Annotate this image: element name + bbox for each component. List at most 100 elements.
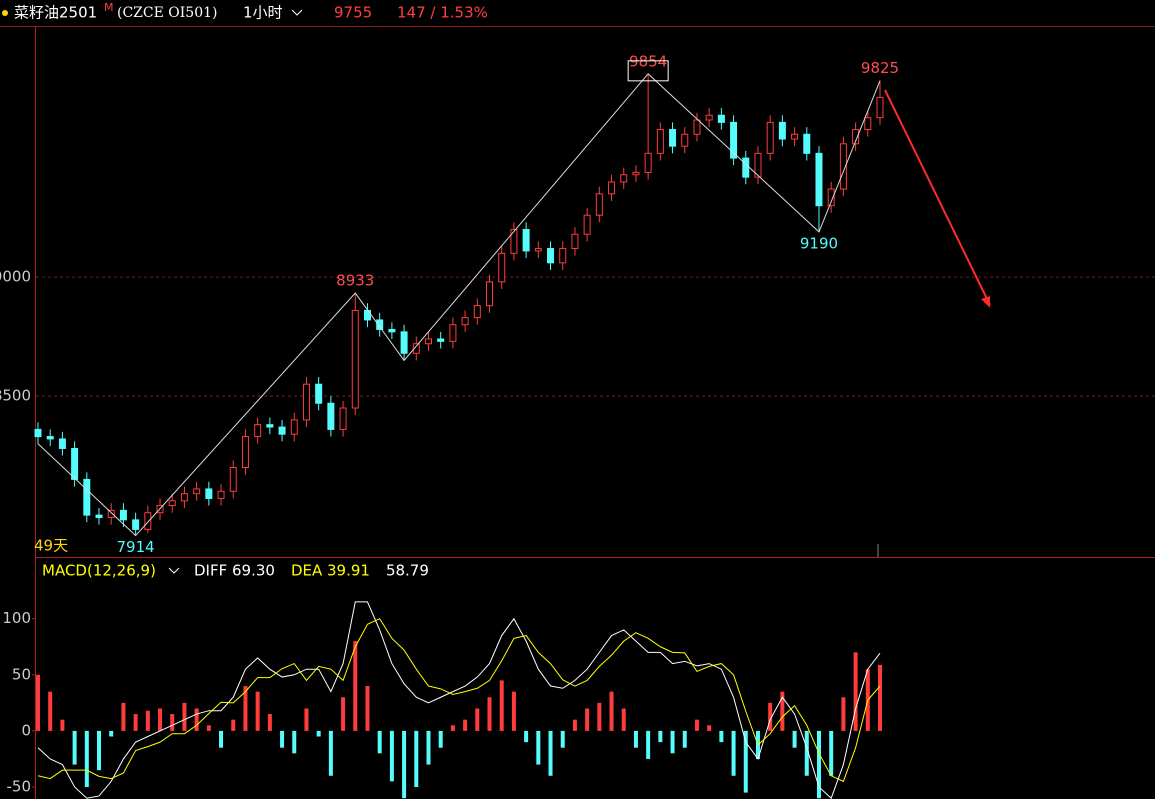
macd-bar <box>304 708 309 731</box>
symbol-name: 菜籽油2501 <box>14 4 97 22</box>
macd-bar <box>328 730 333 776</box>
candle-body <box>644 152 652 173</box>
y-tick-label: 8500 <box>0 387 31 405</box>
macd-bar <box>707 725 712 731</box>
candle-body <box>717 114 725 123</box>
symbol-code: (CZCE OI501) <box>117 5 217 21</box>
macd-bar <box>438 730 443 748</box>
candle-body <box>522 228 530 252</box>
candle-body <box>486 281 494 307</box>
candle-body <box>754 152 762 178</box>
candle-body <box>266 424 274 428</box>
macd-bar <box>780 691 785 731</box>
macd-bar <box>414 730 419 787</box>
status-dot <box>2 10 8 16</box>
macd-bar <box>182 702 187 731</box>
y-tick-label: 50 <box>12 665 31 683</box>
candle-body <box>876 96 884 119</box>
candle-body <box>400 331 408 354</box>
candle-body <box>339 407 347 430</box>
macd-bar <box>145 710 150 731</box>
indicator-readout: 58.79 <box>386 562 429 580</box>
pivot-box <box>627 60 669 82</box>
macd-bar <box>133 714 138 731</box>
macd-bar <box>768 702 773 731</box>
candle-body <box>351 309 359 409</box>
candle-body <box>620 174 628 183</box>
macd-bar <box>206 725 211 731</box>
candle-body <box>583 214 591 235</box>
candle-body <box>327 402 335 430</box>
macd-bar <box>804 730 809 776</box>
macd-bar <box>194 708 199 731</box>
candle-body <box>119 509 127 521</box>
candle-body <box>241 436 249 469</box>
candle-body <box>144 512 152 530</box>
symbol-mark: M <box>104 1 114 14</box>
candle-body <box>608 181 616 195</box>
macd-bar <box>511 691 516 731</box>
macd-bar <box>341 697 346 731</box>
candle-body <box>510 228 518 254</box>
candle-body <box>107 509 115 518</box>
macd-bar <box>255 691 260 731</box>
candle-body <box>571 233 579 250</box>
candle-body <box>595 193 603 216</box>
macd-bar <box>36 674 40 731</box>
indicator-title[interactable]: MACD(12,26,9) <box>42 562 156 580</box>
macd-bar <box>231 719 236 731</box>
macd-bar <box>597 702 602 731</box>
candle-body <box>730 121 738 159</box>
macd-bar <box>60 719 65 731</box>
macd-bar <box>560 730 565 748</box>
candle-body <box>839 143 847 190</box>
candle-body <box>791 133 799 140</box>
indicator-readout: DIFF 69.30 <box>194 562 275 580</box>
candle-body <box>656 129 664 154</box>
indicator-dropdown[interactable] <box>168 567 180 574</box>
candle-body <box>437 338 445 342</box>
macd-bar <box>389 730 394 782</box>
macd-bar <box>365 686 370 731</box>
macd-bar <box>170 714 175 731</box>
trend-arrow <box>884 89 991 306</box>
macd-bar <box>878 664 882 731</box>
candle-body <box>473 305 481 319</box>
candle-body <box>302 383 310 421</box>
price-change: 147 / 1.53% <box>397 4 488 22</box>
zigzag-line <box>37 73 881 537</box>
period-dropdown[interactable] <box>291 9 303 16</box>
pivot-label: 7914 <box>117 538 155 556</box>
macd-bar <box>450 725 455 731</box>
macd-bar <box>743 730 748 793</box>
candle-body <box>693 119 701 135</box>
candle-body <box>864 117 872 131</box>
macd-bar <box>670 730 675 754</box>
candle-body <box>180 493 188 502</box>
candle-body <box>83 478 91 516</box>
y-tick-label: 9000 <box>0 268 31 286</box>
candle-body <box>547 248 555 264</box>
pivot-label: 9825 <box>861 59 899 77</box>
macd-bar <box>475 708 480 731</box>
candle-body <box>168 500 176 507</box>
candle-body <box>412 343 420 354</box>
macd-bar <box>426 730 431 765</box>
candle-body <box>742 157 750 178</box>
period-selector[interactable]: 1小时 <box>243 4 283 22</box>
macd-bar <box>243 686 248 731</box>
candle-body <box>498 252 506 283</box>
macd-bar <box>377 730 382 754</box>
macd-bar <box>694 719 699 731</box>
last-price: 9755 <box>334 4 372 22</box>
macd-bar <box>829 730 834 776</box>
candle-body <box>58 438 66 449</box>
candle-body <box>778 121 786 140</box>
macd-bar <box>841 697 846 731</box>
macd-bar <box>48 691 53 731</box>
trend-arrow-head <box>981 296 990 308</box>
candle-body <box>803 133 811 154</box>
candle-body <box>815 152 823 207</box>
candle-body <box>290 419 298 435</box>
